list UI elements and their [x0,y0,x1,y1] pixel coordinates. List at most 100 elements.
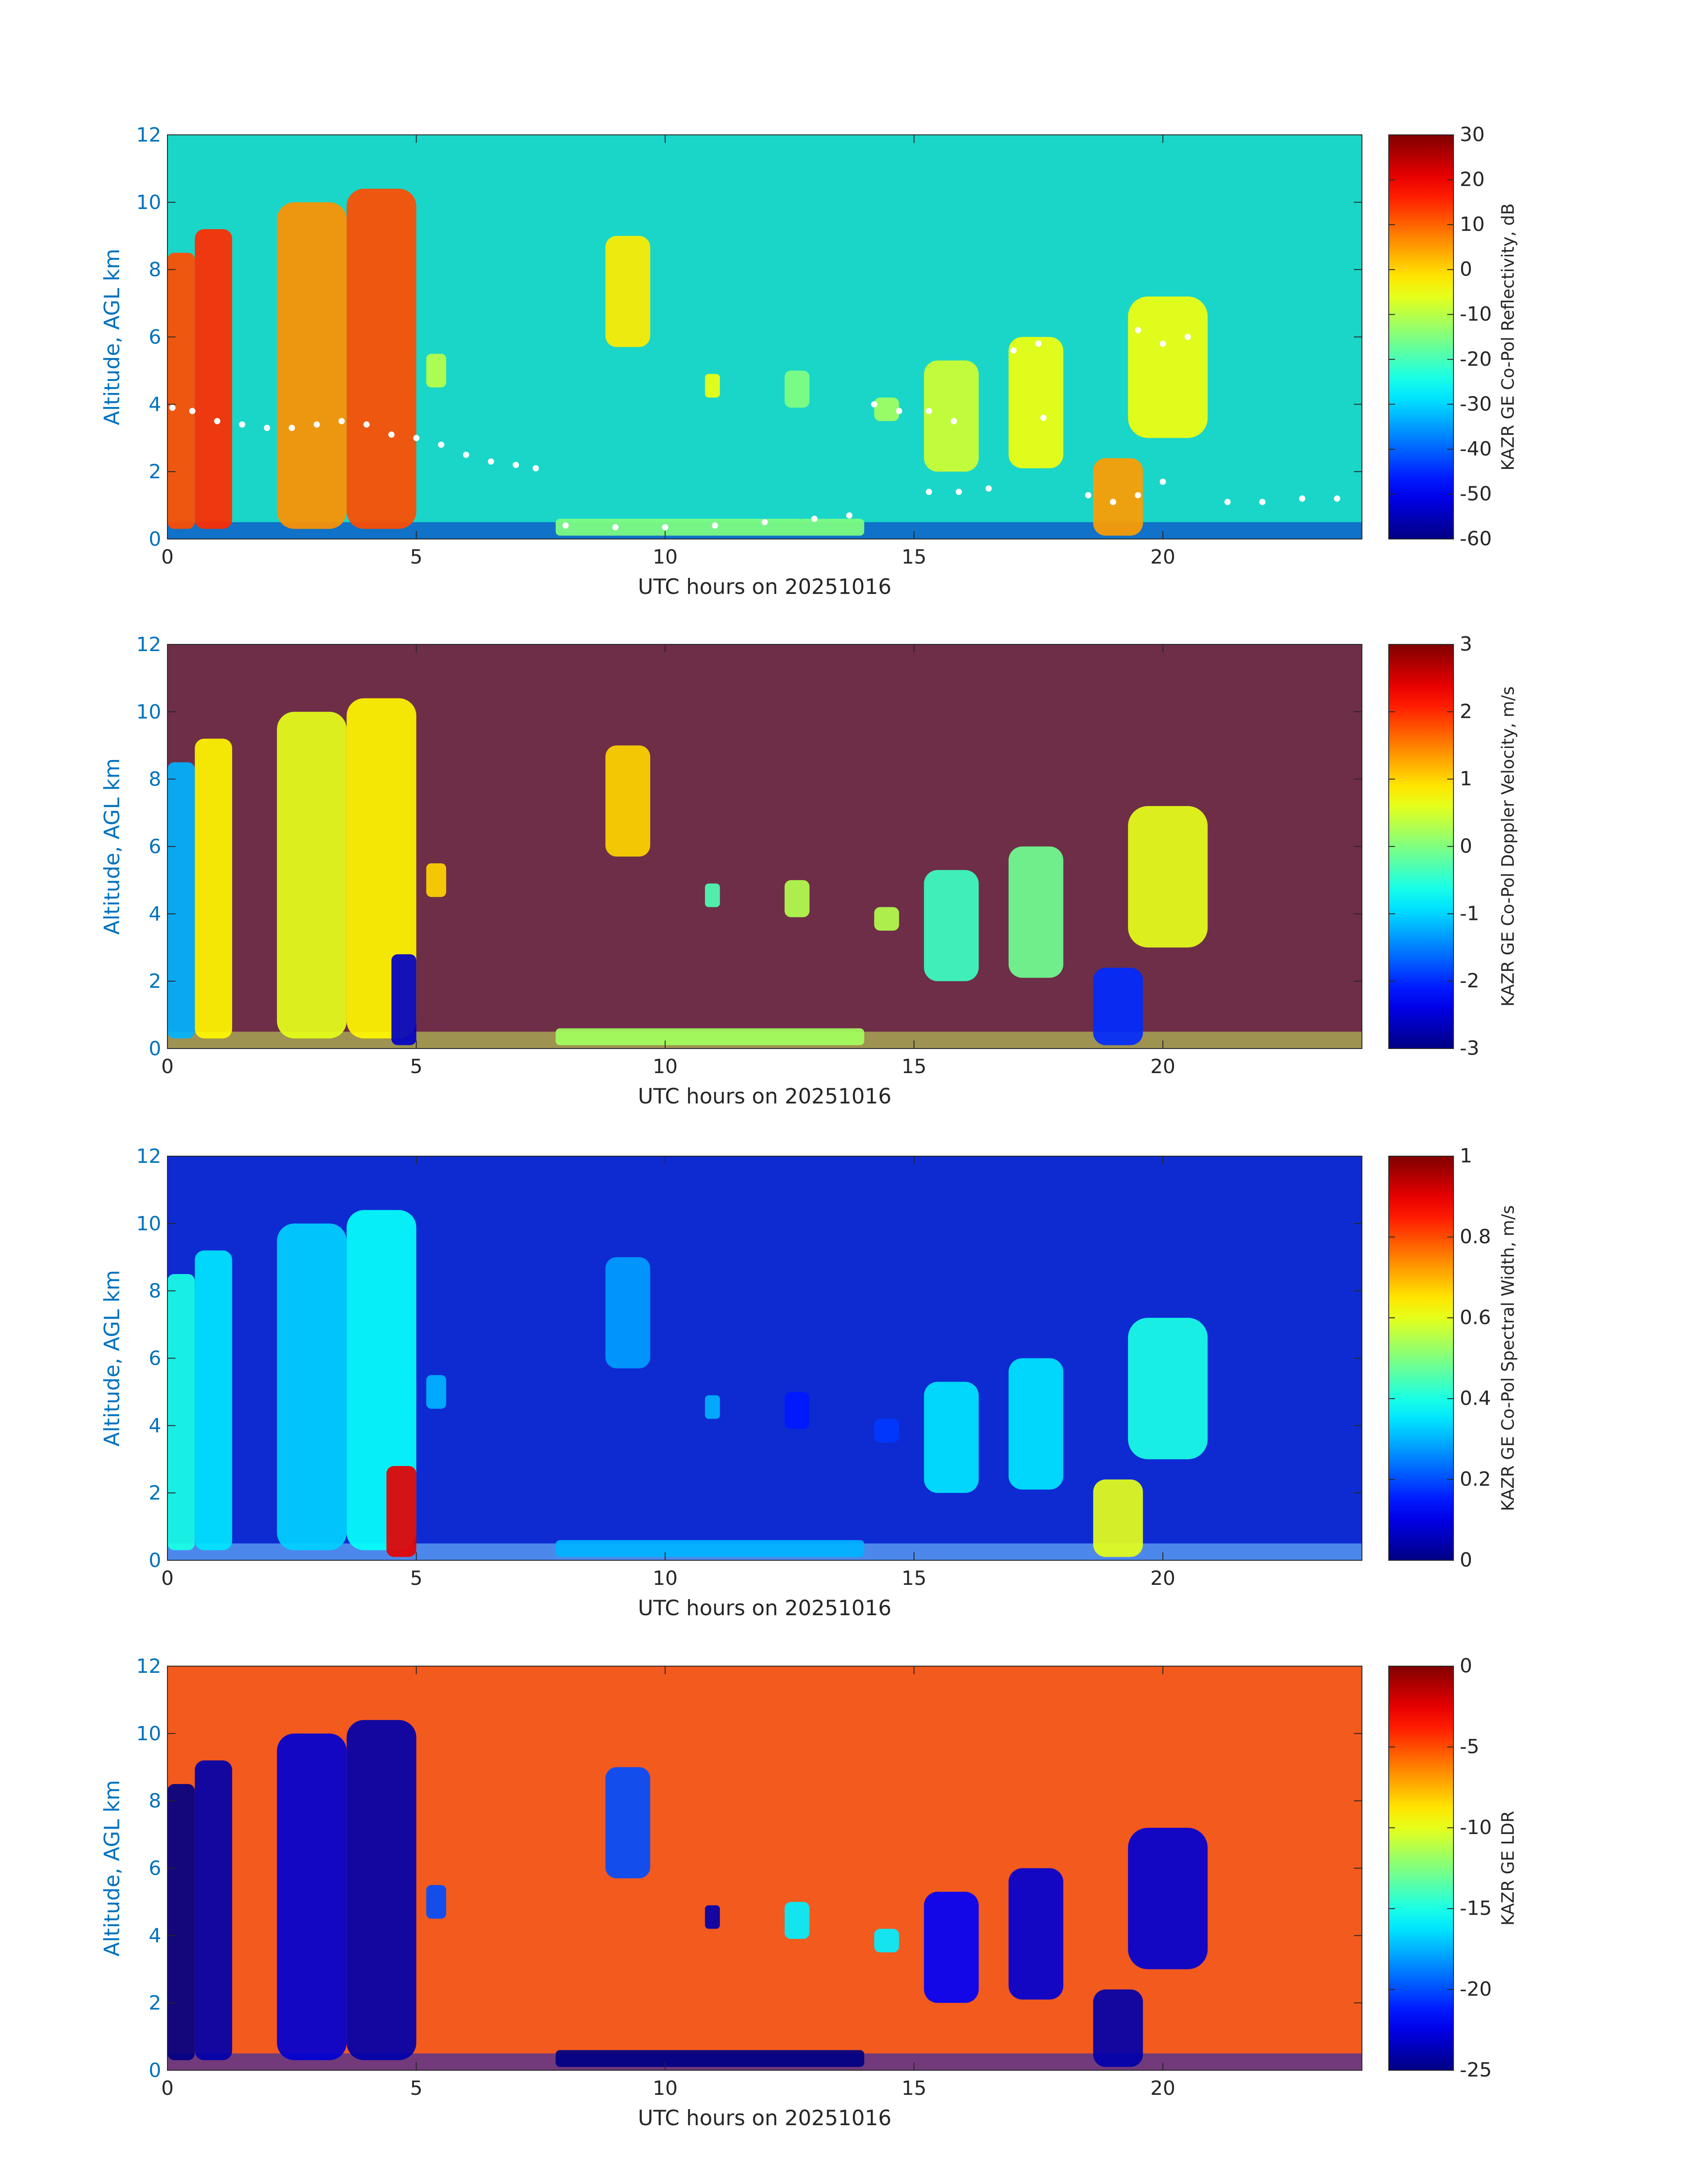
y-tick-label: 0 [149,1037,161,1060]
colorbar-tick-label: -20 [1460,348,1492,371]
cloud-base-point [313,421,320,428]
x-tick-label: 0 [161,546,174,568]
x-tick-label: 10 [653,2077,678,2100]
cloud-layer [347,188,417,529]
colorbar-tick-label: 3 [1460,633,1472,656]
cloud-layer [347,698,417,1039]
y-tick-label: 4 [149,1924,161,1947]
cloud-layer [277,1223,347,1550]
cloud-layer [785,1901,810,1939]
colorbar-tick-label: -5 [1460,1735,1479,1758]
cloud-base-point [1135,327,1141,334]
colorbar-tick-label: -10 [1460,303,1492,326]
colorbar-gradient [1389,135,1453,539]
y-tick-label: 10 [136,1212,161,1235]
x-axis-label: UTC hours on 20251016 [638,575,892,599]
y-tick-label: 6 [149,1347,161,1370]
y-tick-label: 0 [149,1549,161,1572]
colorbar-tick-label: 0.6 [1460,1306,1491,1329]
y-axis-label: Altitude, AGL km [100,1270,125,1446]
cloud-base-point [926,408,932,414]
colorbar-tick-label: 0 [1460,1655,1472,1677]
y-tick-label: 0 [149,528,161,551]
y-tick-label: 6 [149,326,161,349]
colorbar-tick-label: -1 [1460,902,1479,925]
y-tick-label: 8 [149,768,161,791]
cloud-layer [1008,846,1064,978]
cloud-layer [924,1382,979,1493]
cloud-layer [1128,1828,1208,1969]
plot-area [167,1720,1362,2070]
cloud-base-point [846,512,852,519]
x-tick-label: 20 [1150,1567,1175,1590]
cloud-layer [1093,968,1143,1045]
cloud-base-point [1085,492,1091,498]
colorbar-tick-label: -10 [1460,1816,1492,1839]
cloud-base-point [239,421,246,428]
colorbar-label: KAZR GE Co-Pol Doppler Velocity, m/s [1498,686,1518,1007]
colorbar-label: KAZR GE LDR [1498,1811,1518,1926]
colorbar: 0 -5 -10 -15 -20 -25 KAZR GE LDR [1388,1655,1518,2081]
cloud-layer [555,518,864,536]
cloud-layer [705,374,720,398]
cloud-layer [874,1419,899,1443]
cloud-layer [785,370,810,408]
cloud-layer [1093,458,1143,536]
x-tick-label: 10 [653,1055,678,1078]
cloud-layer [195,739,232,1039]
plot-area [167,1210,1362,1560]
cloud-base-point [1135,492,1141,498]
cloud-layer [1008,1358,1064,1490]
cloud-layer [277,1733,347,2060]
panel-1: 0 2 4 6 8 10 12 0 5 10 15 20 Altitude, AGL km UTC hou… [100,123,1518,599]
x-tick-label: 10 [653,1567,678,1590]
cloud-layer [277,711,347,1039]
cloud-layer [555,1540,864,1557]
colorbar-tick-label: 1 [1460,768,1472,790]
cloud-base-point [1224,499,1231,506]
cloud-layer [195,229,232,529]
cloud-base-point [951,418,957,425]
cloud-base-point [363,421,370,428]
y-axis-label: Altitude, AGL km [100,1780,125,1956]
y-tick-label: 10 [136,1722,161,1745]
cloud-layer [167,1274,195,1550]
y-tick-label: 2 [149,1992,161,2014]
colorbar-tick-label: 0.2 [1460,1468,1491,1491]
x-tick-label: 5 [410,1567,422,1590]
cloud-base-point [1184,334,1191,340]
y-axis-label: Altitude, AGL km [100,249,125,425]
colorbar: 3 2 1 0 -1 -2 -3 KAZR GE Co-Pol Doppler Velocit… [1388,633,1518,1060]
cloud-layer [1128,297,1208,438]
panel-4: 0 2 4 6 8 10 12 0 5 10 15 20 Altitude, AGL km UTC hou… [100,1655,1518,2131]
cloud-layer [874,1929,899,1953]
cloud-base-point [956,489,962,495]
cloud-layer [1008,1868,1064,2000]
cloud-layer [195,1250,232,1550]
cloud-layer [167,762,195,1039]
cloud-layer [426,863,447,897]
x-axis-label: UTC hours on 20251016 [638,2106,892,2131]
cloud-base-point [263,425,270,431]
plot-area [167,188,1362,539]
y-axis-label: Altitude, AGL km [100,758,125,935]
colorbar-gradient [1389,1666,1453,2070]
y-tick-label: 12 [136,1655,161,1678]
x-tick-label: 0 [161,2077,174,2100]
cloud-base-point [189,408,196,414]
colorbar-tick-label: -40 [1460,438,1492,460]
colorbar-tick-label: 0 [1460,258,1472,281]
cloud-base-point [488,458,494,465]
colorbar-gradient [1389,1156,1453,1560]
cloud-layer [924,360,979,472]
cloud-layer [426,354,447,388]
cloud-base-point [1040,414,1047,421]
cloud-layer [167,1784,195,2060]
colorbar-box [1388,134,1454,539]
x-tick-label: 10 [653,546,678,568]
y-tick-label: 6 [149,1857,161,1880]
cloud-layer [277,202,347,529]
